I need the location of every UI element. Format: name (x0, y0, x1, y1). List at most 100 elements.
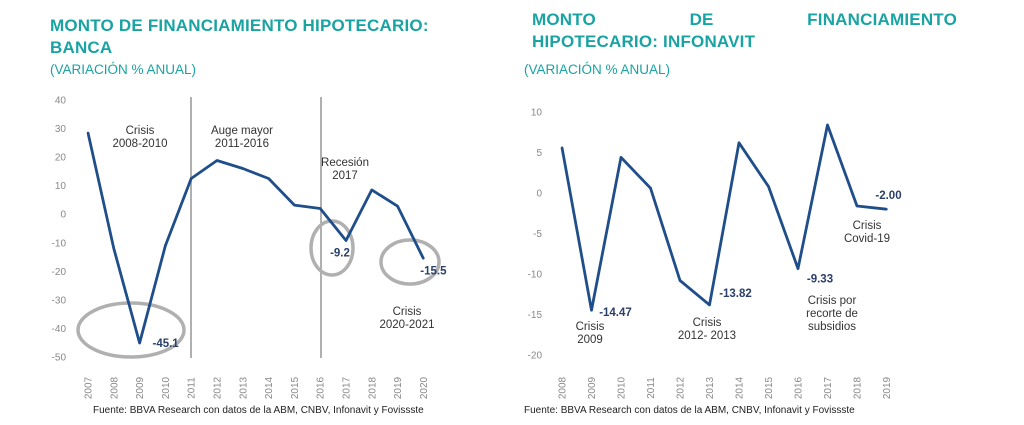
infonavit-x-tick-label: 2008 (558, 376, 569, 399)
banca-y-tick-label: -10 (52, 238, 67, 249)
infonavit-x-tick-label: 2013 (705, 376, 716, 399)
infonavit-x-tick-label: 2017 (823, 376, 834, 399)
infonavit-annotation-text: Crisis por (808, 295, 857, 307)
infonavit-y-tick-label: -20 (528, 351, 543, 362)
banca-y-tick-label: -40 (52, 324, 67, 335)
banca-chart-subtitle: (VARIACIÓN % ANUAL) (50, 62, 197, 77)
banca-x-tick-label: 2017 (342, 376, 353, 399)
banca-data-point (190, 177, 193, 180)
infonavit-y-tick-label: 0 (536, 189, 542, 200)
banca-chart-title: MONTO DE FINANCIAMIENTO HIPOTECARIO: BAN… (50, 15, 490, 59)
infonavit-data-point (826, 123, 829, 127)
infonavit-data-point (619, 156, 623, 159)
banca-annotation-text: Crisis (393, 306, 422, 318)
banca-x-tick-label: 2010 (161, 376, 172, 399)
infonavit-y-tick-label: -5 (533, 229, 542, 240)
banca-data-label: -45.1 (152, 338, 179, 350)
banca-annotation-text: 2011-2016 (215, 138, 269, 150)
infonavit-data-point (855, 204, 859, 208)
banca-data-point (344, 239, 348, 242)
banca-highlight-circle (76, 301, 186, 359)
infonavit-data-label: -2.00 (875, 190, 901, 202)
banca-data-point (293, 203, 296, 207)
banca-x-tick-label: 2016 (316, 376, 327, 399)
infonavit-x-tick-label: 2019 (882, 376, 893, 399)
infonavit-chart-subtitle: (VARIACIÓN % ANUAL) (524, 62, 671, 77)
banca-panel: MONTO DE FINANCIAMIENTO HIPOTECARIO: BAN… (0, 0, 510, 425)
banca-data-point (422, 257, 425, 260)
banca-y-tick-label: -30 (52, 295, 67, 306)
infonavit-x-tick-label: 2014 (735, 376, 746, 399)
infonavit-x-tick-label: 2016 (794, 376, 805, 399)
infonavit-y-tick-label: 10 (531, 108, 543, 119)
infonavit-annotation-text: recorte de (806, 308, 858, 320)
infonavit-data-point (590, 309, 593, 312)
banca-highlight-circle (379, 238, 441, 286)
banca-x-tick-label: 2009 (135, 376, 146, 399)
infonavit-data-point (649, 186, 652, 190)
infonavit-data-point (560, 146, 564, 149)
banca-data-label: -9.2 (330, 247, 350, 259)
banca-y-tick-label: -50 (52, 353, 67, 364)
infonavit-source-note: Fuente: BBVA Research con datos de la AB… (524, 405, 855, 416)
banca-series-line (86, 132, 425, 345)
infonavit-annotation-text: Crisis (576, 321, 605, 333)
banca-annotation-text: Auge mayor (211, 125, 273, 137)
banca-y-tick-label: -20 (52, 267, 67, 278)
banca-annotation-text: Crisis (126, 125, 155, 137)
banca-data-point (396, 205, 399, 208)
banca-y-tick-label: 20 (55, 153, 67, 164)
banca-x-tick-label: 2011 (187, 377, 198, 399)
infonavit-data-label: -9.33 (807, 274, 833, 286)
banca-data-point (215, 159, 219, 162)
banca-data-point (138, 341, 141, 345)
banca-y-tick-label: 30 (55, 124, 67, 135)
infonavit-x-tick-label: 2009 (587, 376, 598, 399)
infonavit-line-chart: 10 5 0 -5 -10 -15 -20 2008 2009 2010 2011 2012 2013 2… (528, 108, 902, 400)
infonavit-panel: MONTO DE FINANCIAMIENTO HIPOTECARIO: INF… (512, 0, 1024, 425)
infonavit-x-tick-label: 2010 (617, 376, 628, 399)
infonavit-series-line (560, 123, 887, 312)
infonavit-annotation-text: 2009 (577, 334, 603, 346)
banca-x-tick-label: 2014 (264, 376, 275, 399)
infonavit-data-point (767, 185, 770, 188)
banca-data-point (241, 167, 244, 170)
banca-data-point (319, 207, 322, 210)
banca-annotation-text: 2020-2021 (380, 319, 435, 331)
banca-data-point (164, 244, 167, 247)
banca-y-tick-label: 40 (55, 96, 67, 107)
infonavit-data-point (796, 267, 800, 270)
banca-x-tick-label: 2012 (213, 376, 224, 399)
infonavit-title-line2: HIPOTECARIO: INFONAVIT (532, 32, 756, 51)
banca-source-note: Fuente: BBVA Research con datos de la AB… (93, 405, 424, 416)
banca-annotation-text: 2017 (332, 170, 358, 182)
banca-annotation-text: 2008-2010 (113, 138, 168, 150)
infonavit-chart-title: MONTO DE FINANCIAMIENTO HIPOTECARIO: INF… (532, 9, 957, 53)
infonavit-y-tick-label: -15 (528, 310, 543, 321)
banca-title-line2: BANCA (50, 38, 113, 57)
infonavit-data-point (737, 141, 741, 144)
infonavit-annotation-text: Crisis (693, 317, 722, 329)
banca-x-tick-label: 2019 (393, 376, 404, 399)
infonavit-data-label: -13.82 (719, 288, 752, 300)
infonavit-title-line1: MONTO DE FINANCIAMIENTO (532, 10, 957, 29)
banca-x-tick-label: 2018 (367, 376, 378, 399)
banca-data-point (370, 188, 373, 192)
infonavit-x-tick-label: 2012 (676, 376, 687, 399)
infonavit-data-point (678, 279, 682, 282)
infonavit-data-label: -14.47 (599, 307, 632, 319)
infonavit-y-tick-label: -10 (528, 270, 543, 281)
banca-y-tick-label: 10 (55, 181, 67, 192)
banca-data-point (267, 177, 270, 180)
infonavit-annotation-text: Covid-19 (844, 233, 890, 245)
infonavit-x-tick-label: 2018 (853, 376, 864, 399)
infonavit-annotation-text: Crisis (853, 220, 882, 232)
infonavit-data-point (885, 208, 888, 211)
banca-data-point (112, 247, 116, 250)
banca-annotation-text: Recesión (321, 157, 369, 169)
infonavit-x-tick-label: 2011 (646, 377, 657, 399)
banca-x-tick-label: 2020 (419, 376, 430, 399)
banca-title-line1: MONTO DE FINANCIAMIENTO HIPOTECARIO: (50, 16, 429, 35)
banca-x-tick-label: 2015 (290, 376, 301, 399)
banca-x-tick-label: 2008 (109, 376, 120, 399)
